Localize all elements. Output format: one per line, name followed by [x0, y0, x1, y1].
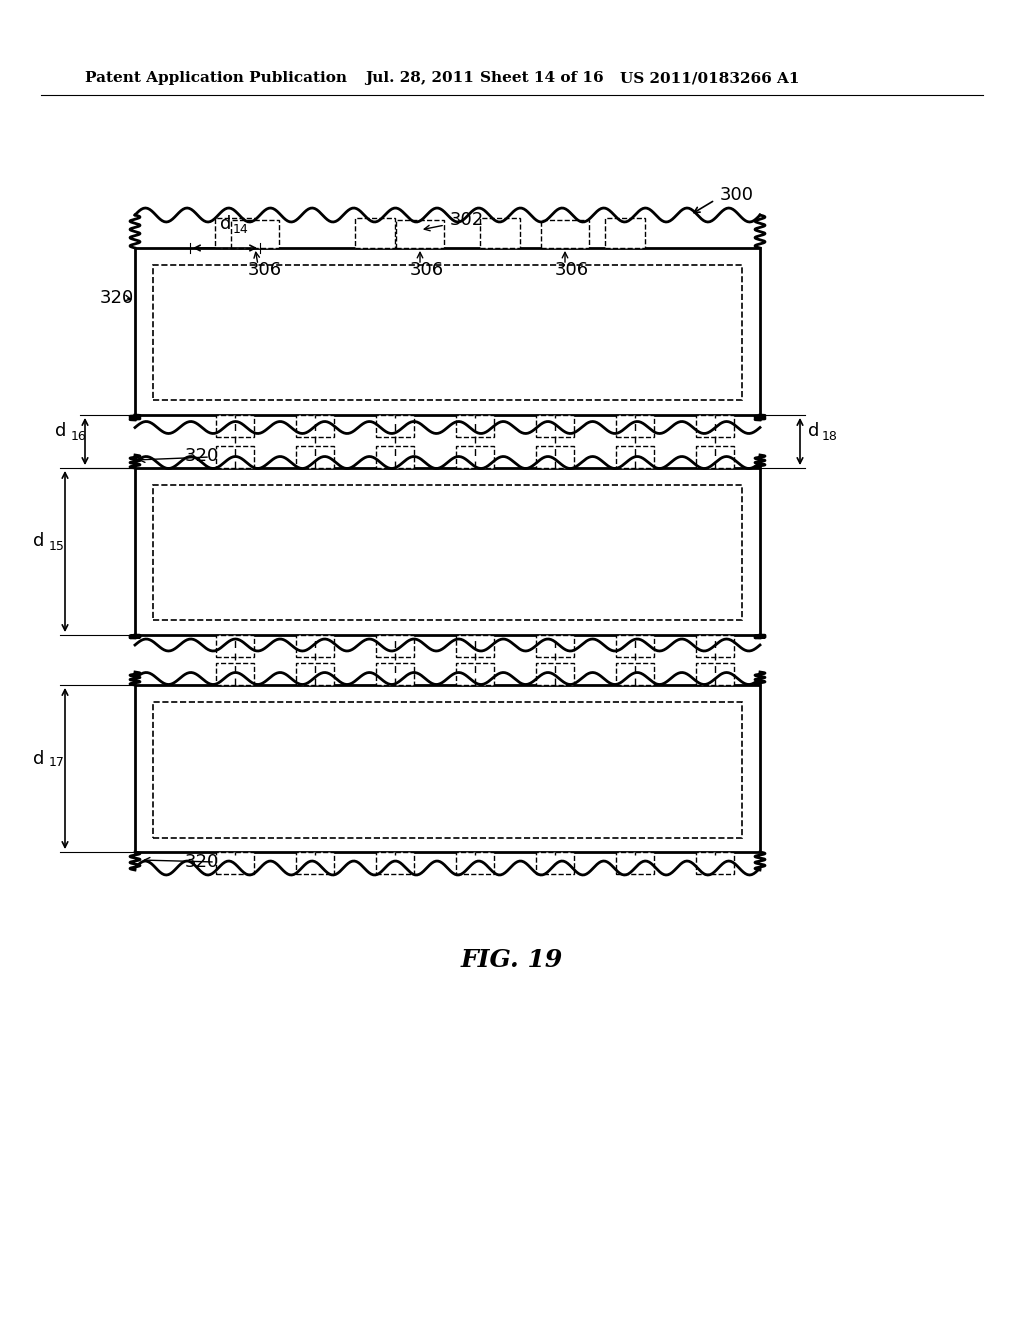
Bar: [153, 265, 742, 400]
Bar: [616, 851, 654, 874]
Bar: [216, 663, 254, 685]
Bar: [153, 484, 742, 620]
Bar: [376, 446, 414, 469]
Bar: [376, 414, 414, 437]
Bar: [456, 635, 494, 657]
Text: 320: 320: [185, 853, 219, 871]
Text: Sheet 14 of 16: Sheet 14 of 16: [480, 71, 603, 84]
Bar: [296, 635, 334, 657]
Bar: [616, 414, 654, 437]
Bar: [480, 218, 520, 248]
Text: 18: 18: [822, 429, 838, 442]
Text: 320: 320: [100, 289, 134, 308]
Text: 320: 320: [185, 447, 219, 465]
Bar: [456, 414, 494, 437]
Bar: [616, 663, 654, 685]
Bar: [355, 218, 395, 248]
Bar: [605, 218, 645, 248]
Bar: [135, 469, 760, 635]
Bar: [696, 446, 734, 469]
Text: d: d: [220, 215, 231, 234]
Text: 302: 302: [450, 211, 484, 228]
Text: 306: 306: [248, 261, 283, 279]
Bar: [696, 663, 734, 685]
Bar: [296, 851, 334, 874]
Text: Patent Application Publication: Patent Application Publication: [85, 71, 347, 84]
Text: 14: 14: [233, 223, 249, 236]
Bar: [153, 702, 742, 838]
Text: d: d: [33, 532, 44, 550]
Bar: [376, 635, 414, 657]
Text: d: d: [808, 422, 819, 441]
Bar: [396, 220, 444, 248]
Bar: [541, 220, 589, 248]
Bar: [536, 851, 574, 874]
Text: d: d: [33, 750, 44, 767]
Bar: [216, 446, 254, 469]
Bar: [135, 685, 760, 851]
Text: 16: 16: [71, 429, 87, 442]
Bar: [296, 446, 334, 469]
Bar: [215, 218, 255, 248]
Bar: [216, 851, 254, 874]
Bar: [696, 635, 734, 657]
Bar: [616, 446, 654, 469]
Text: 15: 15: [49, 540, 65, 553]
Bar: [616, 635, 654, 657]
Text: d: d: [55, 422, 67, 441]
Bar: [456, 446, 494, 469]
Bar: [231, 220, 279, 248]
Bar: [216, 635, 254, 657]
Bar: [376, 851, 414, 874]
Bar: [536, 414, 574, 437]
Bar: [296, 414, 334, 437]
Text: 300: 300: [720, 186, 754, 205]
Bar: [456, 851, 494, 874]
Bar: [456, 663, 494, 685]
Bar: [536, 446, 574, 469]
Bar: [135, 248, 760, 414]
Text: Jul. 28, 2011: Jul. 28, 2011: [365, 71, 474, 84]
Text: US 2011/0183266 A1: US 2011/0183266 A1: [620, 71, 800, 84]
Text: 306: 306: [410, 261, 444, 279]
Bar: [296, 663, 334, 685]
Bar: [696, 851, 734, 874]
Text: FIG. 19: FIG. 19: [461, 948, 563, 972]
Bar: [536, 635, 574, 657]
Bar: [376, 663, 414, 685]
Text: 306: 306: [555, 261, 589, 279]
Text: 17: 17: [49, 756, 65, 770]
Bar: [536, 663, 574, 685]
Bar: [696, 414, 734, 437]
Bar: [216, 414, 254, 437]
